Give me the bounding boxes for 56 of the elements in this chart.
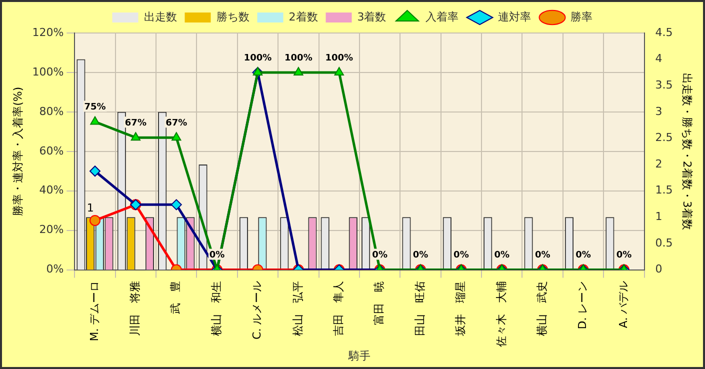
legend-label: 3着数 [357,10,386,24]
x-tick-label: 川田 将雅 [128,280,142,336]
data-label: 1 [86,202,94,215]
y2-tick-label: 2.5 [655,131,673,144]
data-label: 0% [209,250,225,261]
y2-tick-label: 3.5 [655,78,673,92]
legend-label: 勝率 [570,10,593,24]
y2-axis-title: 出走数・勝ち数・2着数・3着数 [680,72,694,230]
y-tick-label: 120% [32,26,64,39]
x-tick-label: C. ルメール [250,280,264,340]
data-label: 0% [454,250,469,261]
y2-tick-label: 1.5 [655,184,673,197]
x-tick-label: M. デムーロ [88,280,101,342]
legend-label: 入着率 [426,10,459,24]
data-label: 100% [325,53,354,64]
y-axis-title: 勝率・連対率・入着率(%) [11,86,24,216]
legend-label: 2着数 [288,10,318,24]
legend-label: 出走数 [144,10,177,24]
x-tick-label: 田山 旺佑 [413,280,426,336]
data-label: 0% [494,250,510,261]
data-label: 100% [244,53,272,64]
y2-tick-label: 4.5 [655,26,673,39]
y-tick-label: 20% [39,223,64,236]
x-axis-title: 騎手 [347,349,370,362]
data-label: 0% [534,250,550,261]
y2-tick-label: 1 [655,210,662,224]
data-label: 67% [166,118,188,128]
x-tick-label: D. レーン [576,280,590,330]
x-tick-label: 佐々木 大輔 [494,280,508,347]
y2-tick-label: 3 [655,104,662,118]
legend-label: 連対率 [498,10,532,24]
data-label: 0% [576,250,591,261]
x-tick-label: 松山 弘平 [291,280,304,336]
x-tick-label: 横山 和生 [210,280,223,336]
x-tick-label: 武 豊 [169,280,182,314]
y-tick-label: 40% [39,184,64,197]
x-tick-label: A. バデル [616,280,630,328]
data-label: 0% [616,250,632,261]
y2-tick-label: 0.5 [655,236,673,250]
y2-tick-label: 2 [655,157,662,170]
data-label: 0% [372,250,388,261]
y2-tick-label: 4 [655,52,662,66]
data-label: 100% [284,53,312,64]
y2-tick-label: 0 [655,262,662,276]
legend-label: 勝ち数 [216,10,250,24]
x-tick-label: 横山 武史 [535,280,548,336]
x-tick-label: 富田 暁 [372,280,386,325]
y-tick-label: 60% [39,144,64,158]
x-tick-label: 坂井 瑠星 [454,280,468,337]
data-label: 0% [412,250,428,261]
data-label: 75% [84,102,106,113]
data-label: 67% [124,118,146,128]
x-tick-label: 吉田 隼人 [332,280,345,336]
y-tick-label: 80% [39,104,64,118]
y-tick-label: 100% [32,65,64,78]
y-tick-label: 0% [46,262,64,276]
